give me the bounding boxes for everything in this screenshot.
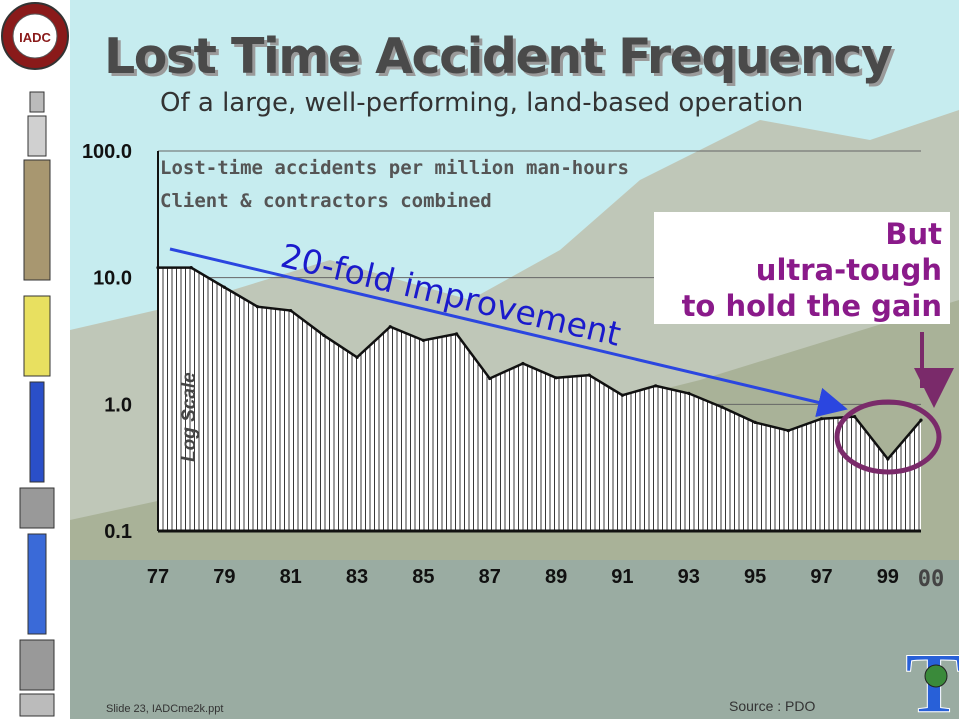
callout-box: But ultra-tough to hold the gain: [654, 212, 950, 324]
x-tick-label: 87: [479, 566, 501, 588]
x-tick-label: 85: [412, 566, 434, 588]
data-point: [554, 376, 558, 380]
data-point: [919, 418, 923, 422]
x-tick-label: 79: [213, 566, 235, 588]
y-tick-label: 10.0: [93, 268, 132, 290]
y-tick-label: 0.1: [104, 521, 132, 543]
x-tick-label: 97: [810, 566, 832, 588]
data-point: [687, 391, 691, 395]
slide-title: Lost Time Accident Frequency: [104, 28, 893, 85]
accident-rate-line: [158, 266, 922, 462]
accident-rate-area: [158, 267, 921, 531]
data-point: [886, 457, 890, 461]
x-tick-label: 83: [346, 566, 368, 588]
x-tick-label: 89: [545, 566, 567, 588]
log-scale-note: Log Scale: [179, 372, 200, 462]
slide-footer: Slide 23, IADCme2k.ppt: [106, 703, 224, 715]
slide-subtitle: Of a large, well-performing, land-based …: [160, 88, 804, 118]
data-point: [488, 376, 492, 381]
iadc-logo: IADC: [1, 2, 69, 70]
data-point: [289, 308, 293, 313]
svg-text:IADC: IADC: [19, 30, 51, 45]
data-point: [654, 384, 658, 388]
callout-line-1: But: [885, 217, 942, 251]
company-logo: T: [905, 635, 959, 719]
drill-string-graphic: [19, 91, 55, 717]
chart-label-line2: Client & contractors combined: [160, 190, 492, 212]
data-point: [720, 405, 724, 409]
data-point: [222, 285, 226, 289]
data-point: [255, 305, 260, 309]
x-tick-label: 91: [611, 566, 633, 588]
data-point: [355, 355, 359, 359]
data-point: [786, 429, 790, 433]
data-point: [587, 373, 591, 377]
data-point: [521, 361, 525, 366]
x-tick-label: 77: [147, 566, 169, 588]
highlight-ellipse: [834, 399, 942, 475]
data-point: [620, 393, 625, 397]
chart-label-line1: Lost-time accidents per million man-hour…: [160, 157, 629, 179]
data-point: [753, 420, 757, 425]
x-tick-label-extra: 00: [918, 567, 945, 592]
y-tick-label: 1.0: [104, 394, 132, 416]
data-point: [189, 266, 193, 270]
callout-line-2: ultra-tough: [755, 253, 942, 287]
data-point: [322, 333, 326, 338]
callout-line-3: to hold the gain: [681, 289, 942, 323]
trend-arrow: [169, 247, 848, 418]
x-tick-label: 99: [877, 566, 899, 588]
data-point: [421, 338, 425, 342]
data-point: [454, 332, 459, 336]
data-point: [819, 417, 824, 421]
y-tick-label: 100.0: [82, 141, 132, 163]
source-note: Source : PDO: [729, 698, 816, 714]
data-point: [853, 415, 857, 419]
data-point: [388, 325, 392, 329]
x-tick-label: 95: [744, 566, 766, 588]
x-tick-label: 81: [280, 566, 302, 588]
x-tick-label: 93: [678, 566, 700, 588]
